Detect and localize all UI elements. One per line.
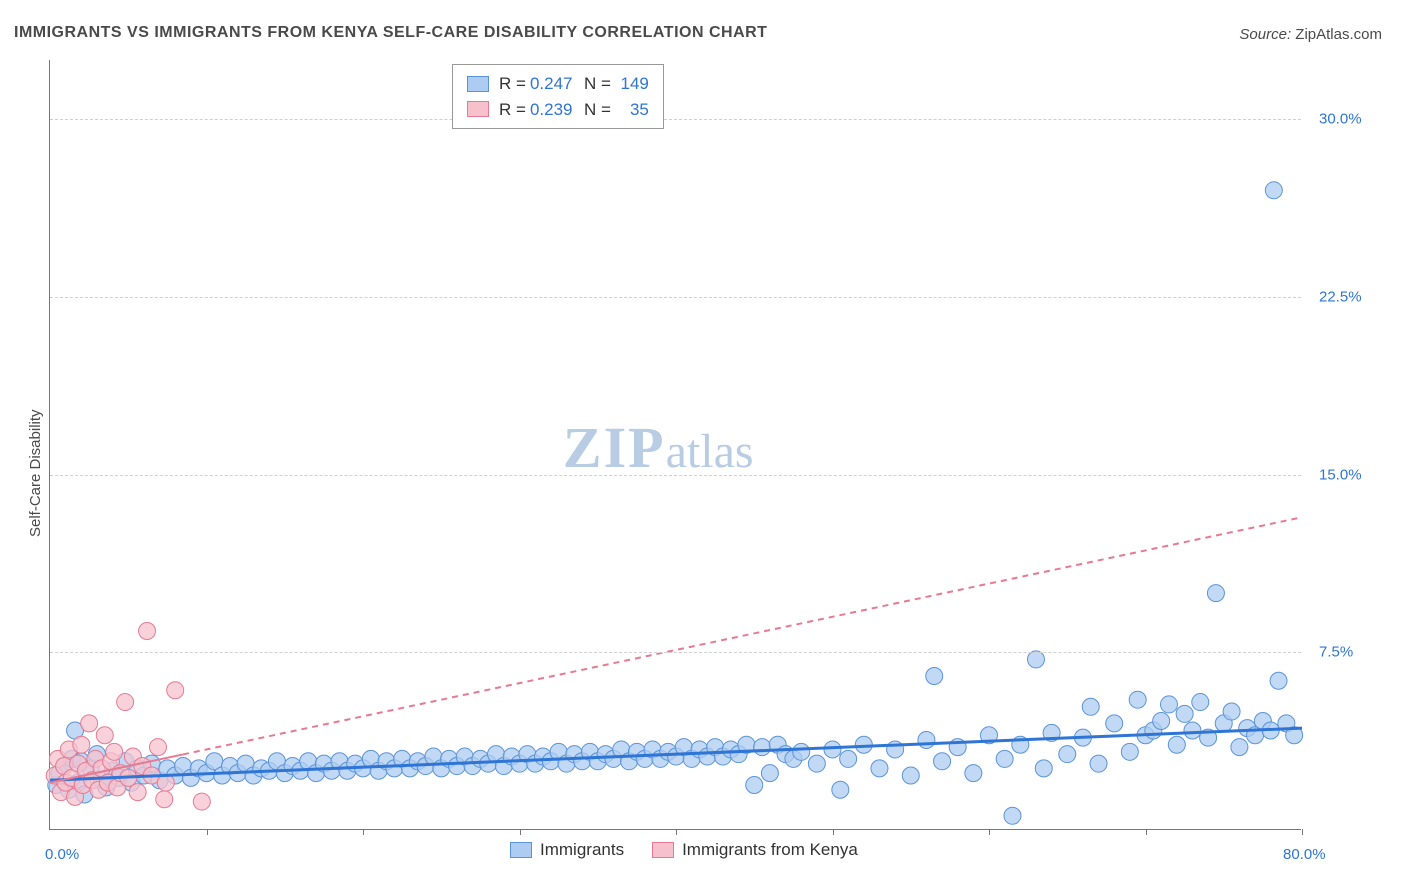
data-point — [81, 715, 98, 732]
x-tick — [207, 829, 208, 835]
gridline — [50, 475, 1301, 476]
chart-title: IMMIGRANTS VS IMMIGRANTS FROM KENYA SELF… — [14, 24, 767, 42]
gridline — [50, 652, 1301, 653]
data-point — [871, 760, 888, 777]
legend-bottom: Immigrants Immigrants from Kenya — [510, 840, 858, 860]
legend-n-value: 149 — [615, 71, 649, 97]
legend-series-label: Immigrants from Kenya — [682, 840, 858, 860]
data-point — [793, 743, 810, 760]
gridline — [50, 297, 1301, 298]
data-point — [73, 736, 90, 753]
data-point — [840, 750, 857, 767]
legend-series-label: Immigrants — [540, 840, 624, 860]
plot-area: ZIPatlas — [49, 60, 1301, 830]
data-point — [1035, 760, 1052, 777]
x-axis-max-label: 80.0% — [1283, 846, 1326, 863]
data-point — [1106, 715, 1123, 732]
x-tick — [363, 829, 364, 835]
trend-line-dashed — [183, 517, 1302, 754]
legend-n-label: N = — [584, 71, 611, 97]
data-point — [824, 741, 841, 758]
x-tick — [676, 829, 677, 835]
data-point — [1192, 694, 1209, 711]
data-point — [149, 739, 166, 756]
legend-swatch — [467, 101, 489, 117]
data-point — [1265, 182, 1282, 199]
gridline — [50, 119, 1301, 120]
data-point — [96, 727, 113, 744]
data-point — [746, 776, 763, 793]
x-tick — [1302, 829, 1303, 835]
data-point — [754, 739, 771, 756]
data-point — [1004, 807, 1021, 824]
y-tick-label: 22.5% — [1319, 288, 1362, 305]
data-point — [808, 755, 825, 772]
source-attribution: Source: ZipAtlas.com — [1239, 26, 1382, 43]
data-point — [106, 743, 123, 760]
legend-r-value: 0.247 — [530, 71, 580, 97]
legend-n-value: 35 — [615, 97, 649, 123]
data-point — [1176, 705, 1193, 722]
x-tick — [833, 829, 834, 835]
data-point — [129, 784, 146, 801]
data-point — [117, 694, 134, 711]
legend-swatch — [652, 842, 674, 858]
data-point — [1059, 746, 1076, 763]
legend-top: R =0.247N =149R =0.239N =35 — [452, 64, 664, 129]
data-point — [1231, 739, 1248, 756]
legend-bottom-item: Immigrants — [510, 840, 624, 860]
data-point — [1207, 585, 1224, 602]
data-point — [934, 753, 951, 770]
trend-line — [50, 728, 1302, 780]
data-point — [1082, 698, 1099, 715]
data-point — [167, 682, 184, 699]
data-point — [1270, 672, 1287, 689]
source-label: Source: — [1239, 26, 1291, 43]
data-point — [1027, 651, 1044, 668]
data-point — [156, 791, 173, 808]
legend-bottom-item: Immigrants from Kenya — [652, 840, 858, 860]
y-tick-label: 30.0% — [1319, 111, 1362, 128]
x-tick — [989, 829, 990, 835]
data-point — [1090, 755, 1107, 772]
data-point — [1121, 743, 1138, 760]
x-axis-min-label: 0.0% — [45, 846, 79, 863]
data-point — [1129, 691, 1146, 708]
x-tick — [1146, 829, 1147, 835]
data-point — [193, 793, 210, 810]
y-tick-label: 15.0% — [1319, 466, 1362, 483]
data-point — [902, 767, 919, 784]
data-point — [1153, 713, 1170, 730]
legend-r-value: 0.239 — [530, 97, 580, 123]
legend-top-row: R =0.247N =149 — [467, 71, 649, 97]
data-point — [918, 731, 935, 748]
data-point — [1160, 696, 1177, 713]
data-point — [1168, 736, 1185, 753]
data-point — [965, 765, 982, 782]
legend-swatch — [467, 76, 489, 92]
legend-r-label: R = — [499, 97, 526, 123]
data-point — [761, 765, 778, 782]
data-point — [996, 750, 1013, 767]
source-value: ZipAtlas.com — [1295, 26, 1382, 43]
legend-n-label: N = — [584, 97, 611, 123]
data-point — [139, 622, 156, 639]
y-tick-label: 7.5% — [1319, 644, 1353, 661]
chart-svg — [50, 60, 1301, 829]
data-point — [832, 781, 849, 798]
y-axis-title: Self-Care Disability — [27, 410, 44, 538]
legend-swatch — [510, 842, 532, 858]
data-point — [1223, 703, 1240, 720]
data-point — [926, 668, 943, 685]
data-point — [1184, 722, 1201, 739]
legend-r-label: R = — [499, 71, 526, 97]
x-tick — [520, 829, 521, 835]
legend-top-row: R =0.239N =35 — [467, 97, 649, 123]
